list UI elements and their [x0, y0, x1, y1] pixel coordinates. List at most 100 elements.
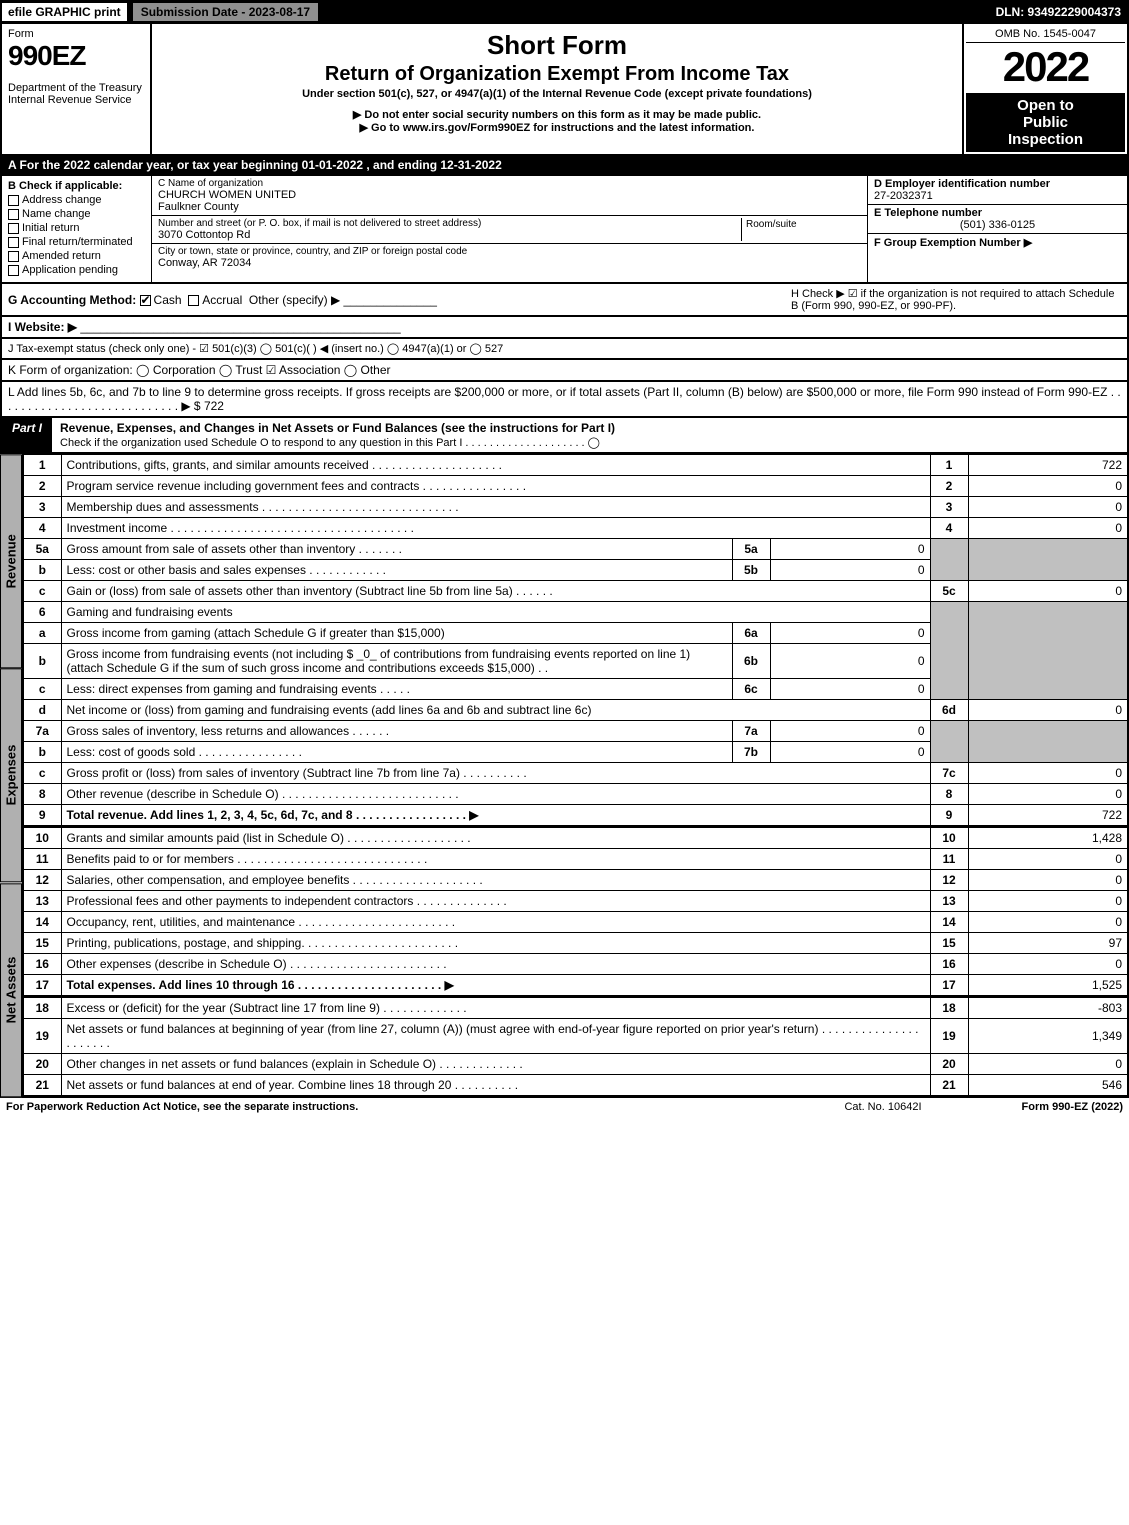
- e-phone-value: (501) 336-0125: [874, 219, 1121, 231]
- open-to-public: Open to Public Inspection: [966, 93, 1125, 152]
- line-2: 2Program service revenue including gover…: [23, 476, 1128, 497]
- line-16: 16Other expenses (describe in Schedule O…: [23, 954, 1128, 975]
- room-suite-label: Room/suite: [746, 219, 797, 230]
- note-ssn: ▶ Do not enter social security numbers o…: [160, 108, 954, 121]
- footer-notice: For Paperwork Reduction Act Notice, see …: [6, 1101, 358, 1113]
- org-city: Conway, AR 72034: [158, 257, 861, 269]
- efile-label: efile GRAPHIC print: [2, 3, 127, 21]
- net-assets-table: 18Excess or (deficit) for the year (Subt…: [22, 997, 1129, 1097]
- omb-number: OMB No. 1545-0047: [966, 26, 1125, 43]
- line-4: 4Investment income . . . . . . . . . . .…: [23, 518, 1128, 539]
- row-g: G Accounting Method: Cash Accrual Other …: [8, 293, 437, 307]
- line-7c: cGross profit or (loss) from sales of in…: [23, 763, 1128, 784]
- title-return: Return of Organization Exempt From Incom…: [160, 63, 954, 86]
- chk-accrual[interactable]: [188, 295, 199, 306]
- line-21: 21Net assets or fund balances at end of …: [23, 1075, 1128, 1097]
- open-line1: Open to: [968, 97, 1123, 114]
- section-def: D Employer identification number 27-2032…: [867, 176, 1127, 282]
- chk-initial-return[interactable]: Initial return: [8, 222, 145, 234]
- subtitle: Under section 501(c), 527, or 4947(a)(1)…: [160, 88, 954, 100]
- line-8: 8Other revenue (describe in Schedule O) …: [23, 784, 1128, 805]
- line-13: 13Professional fees and other payments t…: [23, 891, 1128, 912]
- note-link-text[interactable]: ▶ Go to www.irs.gov/Form990EZ for instru…: [360, 122, 755, 134]
- i-label: I Website: ▶: [8, 320, 77, 334]
- row-k-org-form: K Form of organization: ◯ Corporation ◯ …: [0, 360, 1129, 382]
- submission-date: Submission Date - 2023-08-17: [133, 3, 318, 21]
- expenses-table: 10Grants and similar amounts paid (list …: [22, 827, 1129, 997]
- line-5a: 5aGross amount from sale of assets other…: [23, 539, 1128, 560]
- page-footer: For Paperwork Reduction Act Notice, see …: [0, 1097, 1129, 1116]
- chk-address-change[interactable]: Address change: [8, 194, 145, 206]
- part-i-header: Part I Revenue, Expenses, and Changes in…: [0, 418, 1129, 454]
- c-addr-label: Number and street (or P. O. box, if mail…: [158, 218, 741, 229]
- line-9: 9Total revenue. Add lines 1, 2, 3, 4, 5c…: [23, 805, 1128, 827]
- g-label: G Accounting Method:: [8, 293, 136, 307]
- l-value: 722: [204, 399, 224, 413]
- f-group-label: F Group Exemption Number ▶: [874, 237, 1032, 249]
- vlabel-expenses: Expenses: [0, 668, 22, 882]
- top-bar: efile GRAPHIC print Submission Date - 20…: [0, 0, 1129, 24]
- c-name-label: C Name of organization: [158, 178, 861, 189]
- line-12: 12Salaries, other compensation, and empl…: [23, 870, 1128, 891]
- row-a-calendar-year: A For the 2022 calendar year, or tax yea…: [0, 156, 1129, 176]
- l-text: L Add lines 5b, 6c, and 7b to line 9 to …: [8, 385, 1121, 413]
- row-j-tax-status: J Tax-exempt status (check only one) - ☑…: [0, 339, 1129, 360]
- line-19: 19Net assets or fund balances at beginni…: [23, 1019, 1128, 1054]
- org-name: CHURCH WOMEN UNITED Faulkner County: [158, 189, 861, 213]
- line-3: 3Membership dues and assessments . . . .…: [23, 497, 1128, 518]
- d-ein-value: 27-2032371: [874, 190, 933, 202]
- line-14: 14Occupancy, rent, utilities, and mainte…: [23, 912, 1128, 933]
- form-header: Form 990EZ Department of the Treasury In…: [0, 24, 1129, 156]
- footer-cat-no: Cat. No. 10642I: [844, 1101, 921, 1113]
- chk-final-return[interactable]: Final return/terminated: [8, 236, 145, 248]
- form-label: Form: [8, 28, 144, 40]
- row-i-website: I Website: ▶ ___________________________…: [0, 317, 1129, 339]
- row-h: H Check ▶ ☑ if the organization is not r…: [791, 287, 1121, 312]
- org-info-block: B Check if applicable: Address change Na…: [0, 176, 1129, 284]
- vlabel-revenue: Revenue: [0, 454, 22, 668]
- tax-year: 2022: [966, 43, 1125, 91]
- header-right: OMB No. 1545-0047 2022 Open to Public In…: [962, 24, 1127, 154]
- section-c: C Name of organization CHURCH WOMEN UNIT…: [152, 176, 867, 282]
- line-5c: cGain or (loss) from sale of assets othe…: [23, 581, 1128, 602]
- line-17: 17Total expenses. Add lines 10 through 1…: [23, 975, 1128, 997]
- note-link: ▶ Go to www.irs.gov/Form990EZ for instru…: [160, 121, 954, 134]
- org-address: 3070 Cottontop Rd: [158, 229, 250, 241]
- form-number: 990EZ: [8, 40, 144, 72]
- line-15: 15Printing, publications, postage, and s…: [23, 933, 1128, 954]
- vertical-labels: Revenue Expenses Net Assets: [0, 454, 22, 1097]
- footer-form-ref: Form 990-EZ (2022): [1022, 1101, 1123, 1113]
- line-20: 20Other changes in net assets or fund ba…: [23, 1054, 1128, 1075]
- e-phone-label: E Telephone number: [874, 207, 982, 219]
- part-i-tab: Part I: [2, 418, 52, 452]
- department-label: Department of the Treasury Internal Reve…: [8, 82, 144, 106]
- dln-label: DLN: 93492229004373: [996, 5, 1127, 19]
- header-mid: Short Form Return of Organization Exempt…: [152, 24, 962, 154]
- c-city-label: City or town, state or province, country…: [158, 246, 861, 257]
- chk-amended-return[interactable]: Amended return: [8, 250, 145, 262]
- row-l-gross-receipts: L Add lines 5b, 6c, and 7b to line 9 to …: [0, 382, 1129, 418]
- line-10: 10Grants and similar amounts paid (list …: [23, 828, 1128, 849]
- section-b: B Check if applicable: Address change Na…: [2, 176, 152, 282]
- line-11: 11Benefits paid to or for members . . . …: [23, 849, 1128, 870]
- header-left: Form 990EZ Department of the Treasury In…: [2, 24, 152, 154]
- vlabel-net-assets: Net Assets: [0, 883, 22, 1097]
- open-line2: Public: [968, 114, 1123, 131]
- line-18: 18Excess or (deficit) for the year (Subt…: [23, 998, 1128, 1019]
- title-short-form: Short Form: [160, 30, 954, 61]
- section-b-label: B Check if applicable:: [8, 180, 122, 192]
- row-g-h: G Accounting Method: Cash Accrual Other …: [0, 284, 1129, 317]
- line-6: 6Gaming and fundraising events: [23, 602, 1128, 623]
- chk-cash[interactable]: [140, 295, 151, 306]
- line-1: 1Contributions, gifts, grants, and simil…: [23, 455, 1128, 476]
- part-i-check: Check if the organization used Schedule …: [60, 437, 600, 449]
- line-6d: dNet income or (loss) from gaming and fu…: [23, 700, 1128, 721]
- part-i-title: Revenue, Expenses, and Changes in Net As…: [52, 418, 1127, 452]
- d-ein-label: D Employer identification number: [874, 178, 1050, 190]
- g-other: Other (specify) ▶: [249, 293, 340, 307]
- chk-name-change[interactable]: Name change: [8, 208, 145, 220]
- chk-application-pending[interactable]: Application pending: [8, 264, 145, 276]
- part-i-body: Revenue Expenses Net Assets 1Contributio…: [0, 454, 1129, 1097]
- line-7a: 7aGross sales of inventory, less returns…: [23, 721, 1128, 742]
- revenue-table: 1Contributions, gifts, grants, and simil…: [22, 454, 1129, 827]
